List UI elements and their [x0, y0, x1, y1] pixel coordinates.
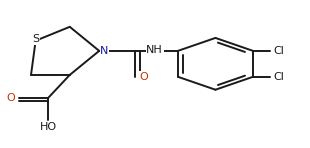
Text: O: O: [7, 93, 16, 103]
Text: NH: NH: [146, 45, 163, 55]
Text: O: O: [140, 72, 148, 82]
Text: S: S: [32, 34, 39, 44]
Text: Cl: Cl: [273, 46, 284, 56]
Text: N: N: [100, 46, 108, 56]
Text: Cl: Cl: [273, 72, 284, 82]
Text: HO: HO: [39, 122, 57, 132]
